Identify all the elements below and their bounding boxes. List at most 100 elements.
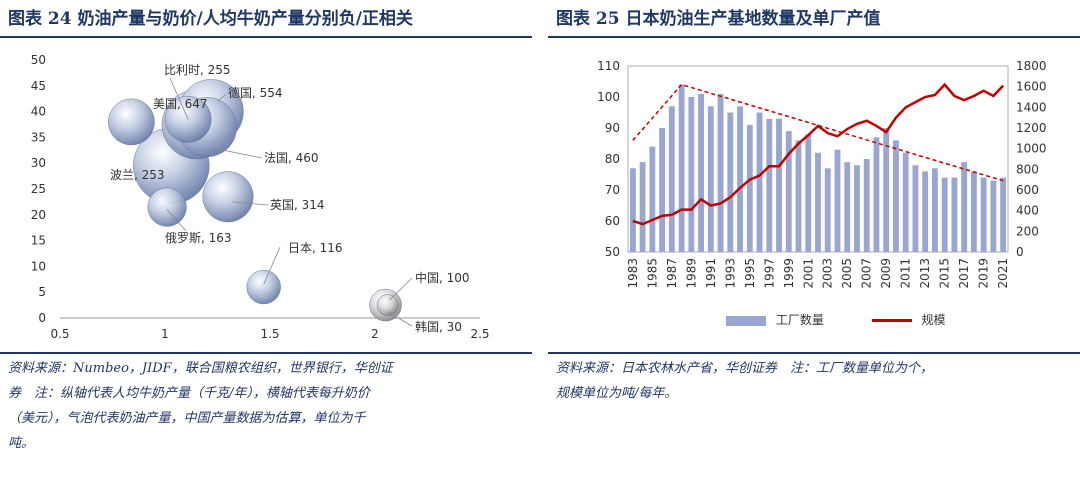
factory-count-bar [795,140,802,252]
x-tick-label: 1999 [782,258,796,289]
y-tick-label: 40 [31,105,46,119]
y-tick-label: 25 [31,182,46,196]
x-tick-label: 0.5 [50,327,69,341]
x-tick-label: 1989 [684,258,698,289]
bubble-chart: 0.5 1 1.5 2 2.5 0 5 10 15 20 25 30 35 40 45 50 比利时, 255 美… [31,53,490,341]
x-tick-label: 1997 [762,258,776,289]
y-tick-label: 50 [31,53,46,67]
right-y-tick-label: 400 [1016,204,1039,218]
bubble-label: 波兰, 253 [110,168,165,182]
left-y-tick-label: 110 [597,59,620,73]
bubble-label: 比利时, 255 [164,63,231,77]
right-y-tick-label: 1000 [1016,142,1047,156]
x-tick-label: 2001 [801,258,815,289]
factory-count-bar [805,134,812,252]
right-note-line: 资料来源：日本农林水产省，华创证券 注：工厂数量单位为个， [556,361,934,376]
factory-count-bar [990,180,997,252]
y-tick-label: 30 [31,156,46,170]
factory-count-bar [668,106,675,252]
bubble-label: 韩国, 30 [415,319,462,334]
bubble-label: 中国, 100 [415,270,470,285]
factory-count-bar [834,149,841,252]
bubble [202,171,254,223]
left-y-tick-label: 70 [605,183,620,197]
bubble-leader-line [387,311,413,327]
right-note-line: 规模单位为吨/每年。 [556,386,678,401]
right-note-rule [548,352,1080,354]
factory-count-bar [961,162,968,252]
x-tick-label: 2011 [899,258,913,289]
x-tick-label: 2019 [977,258,991,289]
bubble-label: 法国, 460 [264,151,319,165]
factory-count-bar [629,168,636,252]
left-y-tick-label: 50 [605,245,620,259]
x-tick-label: 2013 [918,258,932,289]
factory-count-bar [912,165,919,252]
right-source-note: 资料来源：日本农林水产省，华创证券 注：工厂数量单位为个， 规模单位为吨/每年。 [556,356,933,406]
bubble-leader-line [217,93,227,102]
left-note-line: 券 注：纵轴代表人均牛奶产量（千克/年），横轴代表每升奶价 [8,386,370,401]
bubble-leader-line [232,201,269,206]
left-title-rule [0,36,532,38]
y-tick-label: 45 [31,79,46,93]
bubble-label: 英国, 314 [270,198,325,212]
bubble-leader-line [389,277,413,301]
factory-count-bar [854,165,860,252]
left-y-tick-label: 80 [605,152,620,166]
legend: 工厂数量 规模 [726,311,946,328]
right-y-tick-label: 800 [1016,162,1039,176]
factory-count-bar [815,152,821,252]
bubble-leader-line [169,77,189,120]
legend-bars-label: 工厂数量 [775,313,824,327]
x-tick-label: 1 [161,327,169,341]
bubble-label: 德国, 554 [228,85,283,100]
factory-count-bar [863,159,870,252]
x-tick-label: 2005 [840,258,854,289]
bubble [376,294,399,316]
right-title-rule [548,36,1080,38]
x-tick-label: 1.5 [260,327,279,341]
bubble-label: 美国, 647 [153,97,208,111]
x-tick-label: 2017 [957,258,971,289]
legend-line-label: 规模 [921,313,946,327]
factory-count-bar [707,106,714,252]
bubble [108,98,155,146]
left-panel: 图表 24 奶油产量与奶价/人均牛奶产量分别负/正相关 0.5 1 1.5 2 2.5 0… [0,0,532,496]
bubble-label: 俄罗斯, 163 [165,231,232,245]
factory-count-bar [902,152,909,252]
left-y-tick-label: 90 [605,121,620,135]
right-y-tick-label: 1600 [1016,80,1047,94]
factory-count-bar [970,171,977,252]
factory-count-bar [951,177,958,252]
factory-count-bar [1000,177,1007,252]
x-tick-label: 2.5 [470,327,489,341]
factory-count-bar [756,112,763,252]
left-source-note: 资料来源：Numbeo，JIDF，联合国粮农组织，世界银行，华创证 券 注：纵轴… [8,356,393,456]
x-tick-label: 2009 [879,258,893,289]
right-y-tick-label: 0 [1016,245,1024,259]
right-y-tick-label: 1400 [1016,100,1047,114]
scale-line [632,82,1005,226]
factory-count-bar [941,177,948,252]
y-tick-label: 0 [38,311,46,325]
factory-count-bar [717,93,724,253]
y-tick-label: 15 [31,234,46,248]
x-tick-label: 1985 [645,258,659,289]
factory-count-bar [766,118,773,252]
x-tick-label: 2003 [821,258,835,289]
factory-count-bar [737,106,743,252]
right-y-tick-label: 1800 [1016,59,1047,73]
right-y-tick-label: 200 [1016,224,1039,238]
factory-count-bar [932,168,938,252]
x-tick-label: 2007 [860,258,874,289]
x-tick-label: 1987 [665,258,679,289]
factory-count-bar [785,131,792,252]
bubble-leader-line [166,209,187,232]
x-tick-label: 2021 [996,258,1010,289]
factory-count-bar [746,124,753,252]
right-panel: 图表 25 日本奶油生产基地数量及单厂产值 50 60 70 80 90 100 110 0 2… [548,0,1080,496]
bubble [246,269,281,305]
legend-bars-swatch [726,315,766,326]
bubble-label: 日本, 116 [288,241,343,255]
left-note-rule [0,352,532,354]
